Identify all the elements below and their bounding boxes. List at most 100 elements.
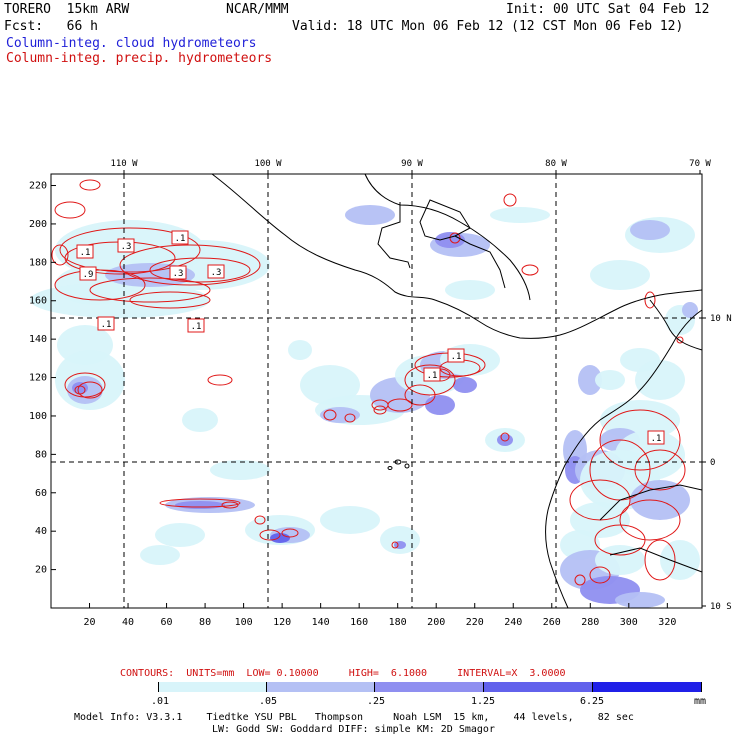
x-tick-label: 80 — [199, 617, 211, 628]
precip-contour — [391, 541, 399, 549]
axis-ticks — [51, 170, 706, 608]
longitude-label: 70 W — [689, 159, 711, 169]
contour-label-text: .1 — [651, 434, 662, 444]
precip-contour — [77, 381, 103, 399]
cloud-shade — [72, 382, 88, 394]
precip-contour — [59, 227, 201, 273]
precip-contour — [594, 524, 646, 556]
longitude-label: 100 W — [254, 159, 282, 169]
contour-label-box — [207, 264, 225, 279]
contour-label-box — [169, 265, 187, 280]
precip-contour — [373, 405, 387, 415]
precip-contour — [207, 374, 233, 386]
cloud-shade — [590, 260, 650, 290]
cloud-shade — [175, 501, 225, 509]
cloud-shade — [660, 540, 700, 580]
x-tick-label: 120 — [273, 617, 291, 628]
precip-contour — [500, 432, 510, 442]
init-time: Init: 00 UTC Sat 04 Feb 12 — [506, 2, 710, 17]
precip-contour — [221, 501, 239, 509]
precip-contour — [589, 566, 611, 584]
x-tick-label: 200 — [427, 617, 445, 628]
cloud-shade — [630, 480, 690, 520]
colorbar-bin-3 — [267, 682, 375, 692]
x-tick-label: 260 — [543, 617, 561, 628]
x-tick-label: 20 — [83, 617, 95, 628]
y-tick-label: 220 — [29, 181, 47, 192]
y-tick-label: 200 — [29, 219, 47, 230]
colorbar-bin-4 — [375, 682, 484, 692]
y-tick-label: 160 — [29, 296, 47, 307]
precip-contour — [449, 232, 461, 244]
y-tick-label: 140 — [29, 334, 47, 345]
y-tick-label: 60 — [35, 488, 47, 499]
cloud-shade — [630, 220, 670, 240]
cloud-shade — [425, 395, 455, 415]
precip-contour — [644, 291, 656, 309]
forecast-hour: Fcst: 66 h — [4, 19, 98, 34]
cloud-shade — [380, 526, 420, 554]
contour-label-text: .1 — [427, 371, 438, 381]
cloud-shade — [578, 365, 602, 395]
contour-label-text: .9 — [83, 270, 94, 280]
contour-label-text: .1 — [101, 320, 112, 330]
model-title: TORERO 15km ARW — [4, 2, 130, 17]
precip-contour — [644, 539, 676, 581]
y-tick-label: 180 — [29, 257, 47, 268]
y-tick-label: 80 — [35, 449, 47, 460]
cloud-shade — [300, 365, 360, 405]
x-tick-label: 160 — [350, 617, 368, 628]
contour-label-box — [423, 367, 441, 382]
y-tick-label: 20 — [35, 565, 47, 576]
colorbar-bin-1 — [51, 682, 159, 692]
precip-field-label: Column-integ. precip. hydrometeors — [6, 51, 273, 66]
contour-label-text: .3 — [173, 269, 184, 279]
precip-contour — [344, 413, 356, 423]
model-info: Model Info: V3.3.1 Tiedtke YSU PBL Thomp… — [74, 712, 634, 723]
cloud-shade — [453, 377, 477, 393]
valid-time: Valid: 18 UTC Mon 06 Feb 12 (12 CST Mon … — [292, 19, 684, 34]
precip-contour — [404, 384, 436, 406]
cloud-shade — [320, 407, 360, 423]
colorbar-tick-4: 1.25 — [471, 696, 496, 707]
precip-contour — [54, 269, 146, 301]
precip-contour — [634, 449, 686, 491]
x-tick-label: 40 — [122, 617, 134, 628]
cloud-shade — [288, 340, 312, 360]
colorbar-bin-6 — [593, 682, 701, 692]
colorbar-tick-3: .25 — [367, 696, 386, 707]
precip-contour — [149, 257, 251, 283]
x-tick-label: 60 — [161, 617, 173, 628]
precip-contour — [89, 277, 211, 303]
contour-label-text: .3 — [121, 242, 132, 252]
precip-contour — [599, 409, 681, 471]
contour-value-labels: .1 .3 .1 .9 .3 .3 .1 .1 .1 .1 .1 — [76, 230, 665, 445]
contour-label-text: .1 — [451, 352, 462, 362]
contour-label-box — [171, 230, 189, 245]
precip-contour — [74, 385, 86, 395]
latitude-label: 10 S — [710, 602, 732, 612]
colorbar-tick-2: .05 — [259, 696, 278, 707]
colorbar-tick-1: .01 — [151, 696, 170, 707]
precip-contour — [574, 574, 586, 586]
contour-label-box — [647, 430, 665, 445]
contour-label-box — [97, 316, 115, 331]
graticule — [51, 174, 702, 608]
cloud-field-label: Column-integ. cloud hydrometeors — [6, 36, 257, 51]
axis-tick-labels: 20 40 60 80 100 120 140 160 180 200 220 20 40 60 80 100… — [29, 159, 732, 628]
precip-contour — [521, 264, 539, 276]
cloud-shade — [270, 533, 290, 543]
contour-label-box — [79, 266, 97, 281]
precip-contour — [404, 364, 456, 396]
x-tick-label: 240 — [504, 617, 522, 628]
cloud-shade — [615, 592, 665, 608]
cloud-shade — [635, 360, 685, 400]
precip-contour — [619, 499, 681, 541]
longitude-label: 110 W — [110, 159, 138, 169]
y-tick-label: 120 — [29, 373, 47, 384]
cloud-shade — [497, 434, 513, 446]
precip-contour — [54, 201, 86, 219]
precip-contour — [79, 179, 101, 191]
precip-contour — [51, 244, 69, 266]
